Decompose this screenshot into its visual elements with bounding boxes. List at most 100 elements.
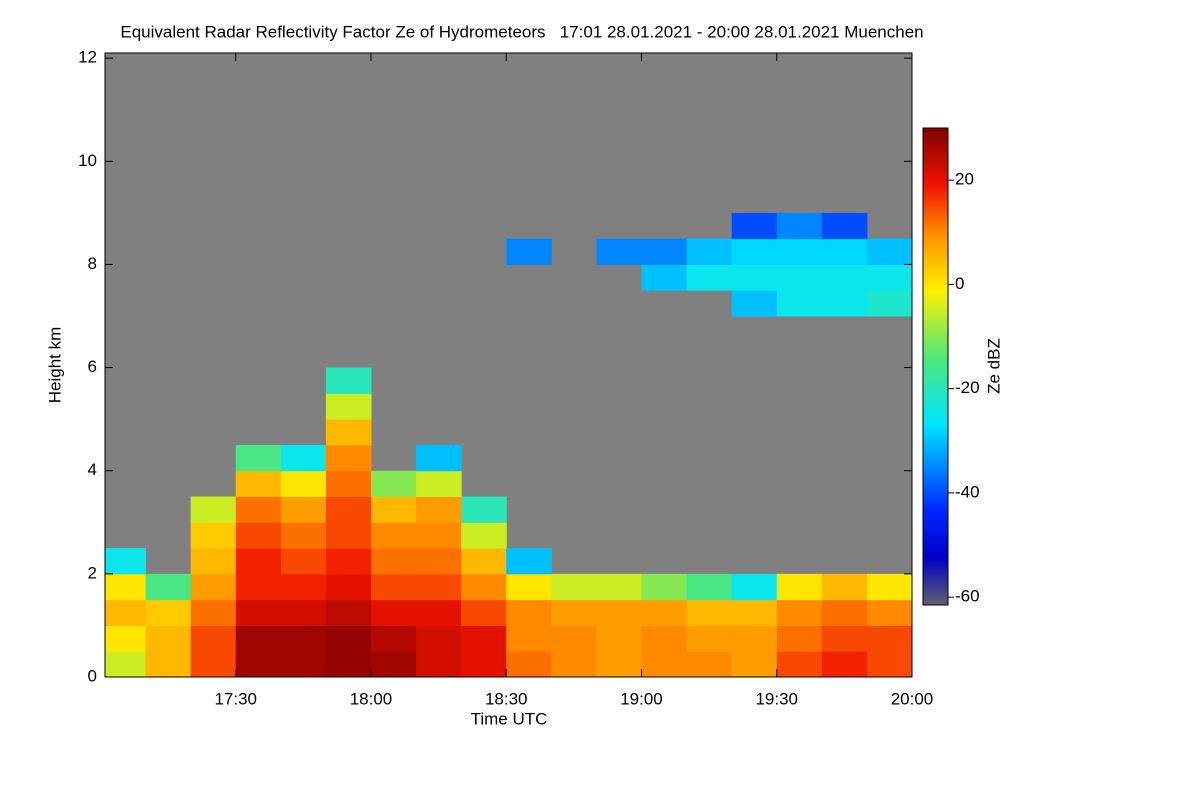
heatmap-cell xyxy=(551,599,597,626)
heatmap-cell xyxy=(866,573,912,601)
heatmap-cell xyxy=(731,651,778,677)
heatmap-cell xyxy=(416,548,462,575)
heatmap-cell xyxy=(370,625,417,652)
heatmap-cell xyxy=(461,548,507,575)
heatmap-cell xyxy=(105,599,147,626)
colorbar-tick-label: 0 xyxy=(955,274,964,293)
heatmap-cell xyxy=(280,522,327,549)
heatmap-cell xyxy=(551,651,597,677)
y-tick-label: 10 xyxy=(78,151,97,170)
heatmap-cell xyxy=(731,212,778,240)
heatmap xyxy=(105,212,912,677)
heatmap-cell xyxy=(190,651,237,677)
x-axis-label: Time UTC xyxy=(471,709,548,728)
heatmap-cell xyxy=(821,264,868,291)
heatmap-cell xyxy=(370,599,417,626)
heatmap-cell xyxy=(506,651,552,677)
heatmap-cell xyxy=(370,522,417,549)
heatmap-cell xyxy=(776,238,823,265)
heatmap-cell xyxy=(821,238,868,265)
heatmap-cell xyxy=(821,290,868,317)
heatmap-cell xyxy=(596,599,642,626)
heatmap-cell xyxy=(235,573,282,601)
heatmap-cell xyxy=(325,625,372,652)
y-tick-label: 12 xyxy=(78,48,97,67)
heatmap-cell xyxy=(370,470,417,498)
heatmap-cell xyxy=(686,651,733,677)
heatmap-cell xyxy=(280,548,327,575)
heatmap-cell xyxy=(325,651,372,677)
heatmap-cell xyxy=(641,573,688,601)
heatmap-cell xyxy=(416,496,462,523)
heatmap-cell xyxy=(731,599,778,626)
heatmap-cell xyxy=(776,651,823,677)
heatmap-cell xyxy=(416,522,462,549)
y-tick-label: 2 xyxy=(88,563,97,582)
heatmap-cell xyxy=(686,599,733,626)
heatmap-cell xyxy=(776,212,823,240)
heatmap-cell xyxy=(596,238,642,265)
heatmap-cell xyxy=(190,625,237,652)
x-tick-label: 19:00 xyxy=(620,689,663,708)
colorbar-tick-label: -40 xyxy=(955,482,980,501)
heatmap-cell xyxy=(280,599,327,626)
heatmap-cell xyxy=(641,264,688,291)
heatmap-cell xyxy=(506,238,552,265)
heatmap-cell xyxy=(370,548,417,575)
heatmap-cell xyxy=(866,625,912,652)
heatmap-cell xyxy=(596,651,642,677)
y-tick-label: 6 xyxy=(88,357,97,376)
heatmap-cell xyxy=(370,496,417,523)
colorbar-tick-label: 20 xyxy=(955,170,974,189)
heatmap-cell xyxy=(866,599,912,626)
heatmap-cell xyxy=(145,599,192,626)
heatmap-cell xyxy=(821,599,868,626)
heatmap-cell xyxy=(190,522,237,549)
heatmap-cell xyxy=(461,496,507,523)
heatmap-cell xyxy=(325,573,372,601)
heatmap-cell xyxy=(821,573,868,601)
x-tick-label: 18:30 xyxy=(485,689,528,708)
heatmap-cell xyxy=(235,522,282,549)
y-tick-label: 8 xyxy=(88,254,97,273)
heatmap-cell xyxy=(866,651,912,677)
heatmap-cell xyxy=(235,599,282,626)
heatmap-cell xyxy=(235,548,282,575)
heatmap-cell xyxy=(325,444,372,472)
heatmap-cell xyxy=(551,625,597,652)
heatmap-cell xyxy=(235,625,282,652)
x-tick-label: 20:00 xyxy=(891,689,934,708)
heatmap-cell xyxy=(731,290,778,317)
heatmap-cell xyxy=(596,573,642,601)
colorbar-label: Ze dBZ xyxy=(984,338,1003,394)
heatmap-cell xyxy=(325,393,372,420)
heatmap-cell xyxy=(461,599,507,626)
heatmap-cell xyxy=(776,290,823,317)
x-tick-label: 19:30 xyxy=(755,689,798,708)
y-tick-label: 0 xyxy=(88,666,97,685)
heatmap-cell xyxy=(325,496,372,523)
heatmap-cell xyxy=(551,573,597,601)
heatmap-cell xyxy=(280,573,327,601)
heatmap-cell xyxy=(145,625,192,652)
heatmap-cell xyxy=(105,573,147,601)
heatmap-cell xyxy=(731,238,778,265)
heatmap-cell xyxy=(686,625,733,652)
heatmap-cell xyxy=(461,522,507,549)
heatmap-cell xyxy=(370,573,417,601)
heatmap-cell xyxy=(596,625,642,652)
heatmap-cell xyxy=(821,212,868,240)
heatmap-cell xyxy=(821,651,868,677)
heatmap-cell xyxy=(190,496,237,523)
heatmap-cell xyxy=(325,548,372,575)
heatmap-cell xyxy=(145,651,192,677)
heatmap-cell xyxy=(235,496,282,523)
heatmap-cell xyxy=(235,651,282,677)
x-tick-label: 17:30 xyxy=(214,689,257,708)
chart-title: Equivalent Radar Reflectivity Factor Ze … xyxy=(120,22,923,41)
heatmap-cell xyxy=(641,625,688,652)
heatmap-cell xyxy=(506,625,552,652)
heatmap-cell xyxy=(641,651,688,677)
heatmap-cell xyxy=(325,599,372,626)
